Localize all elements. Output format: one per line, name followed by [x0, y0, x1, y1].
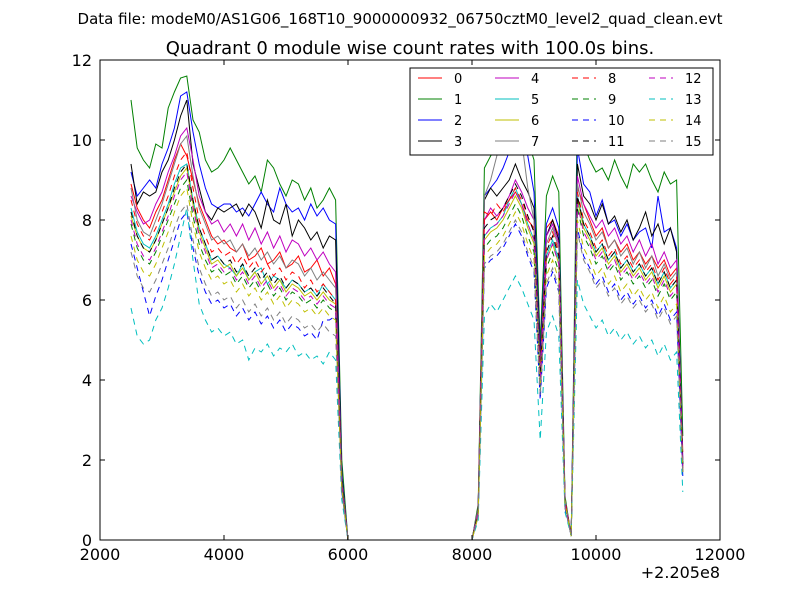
legend-label-3: 3 [454, 135, 462, 150]
legend-label-11: 11 [608, 135, 625, 150]
y-tick-label: 2 [82, 451, 92, 470]
legend-label-13: 13 [685, 93, 702, 108]
y-tick-label: 8 [82, 211, 92, 230]
legend-label-1: 1 [454, 93, 462, 108]
legend-label-2: 2 [454, 114, 462, 129]
legend-label-5: 5 [531, 93, 539, 108]
y-tick-label: 12 [72, 51, 92, 70]
y-tick-label: 4 [82, 371, 92, 390]
legend-label-0: 0 [454, 72, 462, 87]
x-tick-label: 8000 [452, 545, 493, 564]
chart-suptitle: Data file: modeM0/AS1G06_168T10_90000009… [78, 10, 723, 29]
y-tick-label: 10 [72, 131, 92, 150]
series-line-11 [130, 162, 684, 541]
legend-label-4: 4 [531, 72, 539, 87]
legend-label-12: 12 [685, 72, 702, 87]
x-tick-label: 4000 [204, 545, 245, 564]
x-offset-label: +2.205e8 [641, 563, 720, 582]
legend-label-14: 14 [685, 114, 702, 129]
y-tick-label: 0 [82, 531, 92, 550]
x-tick-label: 6000 [328, 545, 369, 564]
x-tick-label: 2000 [80, 545, 121, 564]
legend-label-6: 6 [531, 114, 539, 129]
y-tick-label: 6 [82, 291, 92, 310]
x-tick-label: 12000 [695, 545, 746, 564]
series-line-14 [130, 186, 684, 541]
x-tick-label: 10000 [571, 545, 622, 564]
legend-label-7: 7 [531, 135, 539, 150]
chart-title: Quadrant 0 module wise count rates with … [166, 38, 655, 59]
legend-label-8: 8 [608, 72, 616, 87]
legend-label-10: 10 [608, 114, 625, 129]
series-line-10 [130, 210, 684, 541]
legend-label-9: 9 [608, 93, 616, 108]
legend-label-15: 15 [685, 135, 702, 150]
